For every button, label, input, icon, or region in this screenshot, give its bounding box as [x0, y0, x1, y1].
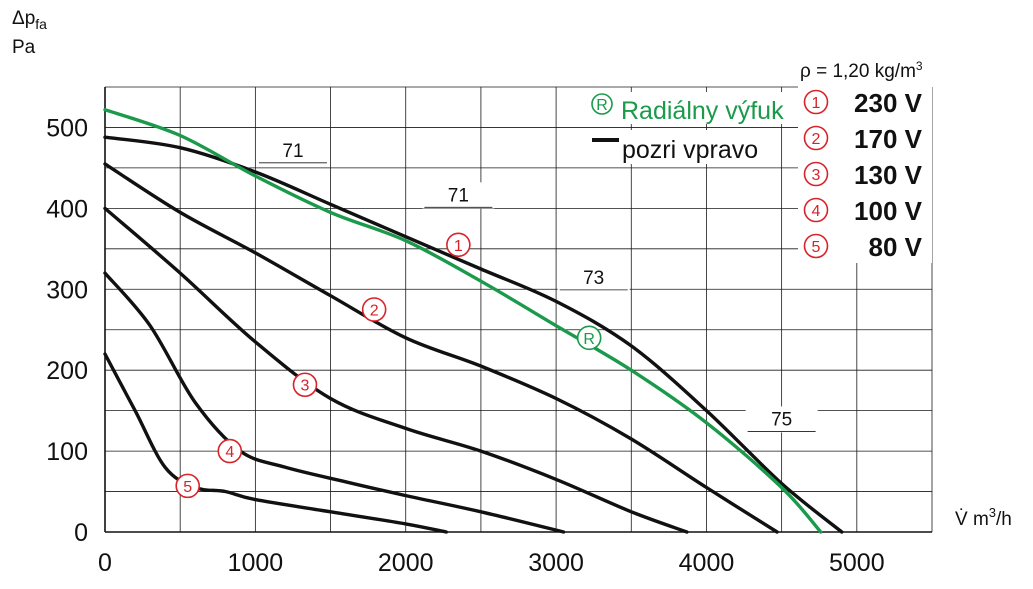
y-tick-label: 0: [74, 519, 88, 547]
legend-marker-label: 1: [812, 95, 821, 112]
legend-marker-label: 3: [812, 167, 821, 184]
legend-marker-label: 5: [812, 239, 821, 256]
voltage-legend: 1 230 V 2 170 V 3 130 V 4 100 V 5 80 V: [798, 85, 932, 263]
curve-1: [103, 135, 844, 534]
y-axis-label-unit: Pa: [12, 37, 36, 58]
legend-green-symbol: R: [596, 97, 608, 114]
legend-green-text: Radiálny výfuk: [621, 97, 784, 125]
curve-marker-4: [217, 438, 243, 464]
curve-marker-2: [361, 297, 387, 322]
legend-label: 230 V: [854, 88, 923, 118]
efficiency-label: 73: [583, 268, 604, 289]
legend-marker-1: [803, 89, 829, 115]
y-tick-label: 200: [46, 357, 88, 385]
x-tick-label: 1000: [228, 549, 284, 577]
curve-marker-3: [292, 372, 318, 398]
legend-marker-3: [803, 161, 829, 187]
density-note-sup: 3: [916, 59, 923, 73]
legend-marker-5: [803, 233, 829, 259]
curve-marker-1: [446, 232, 471, 258]
legend-black-bg: [588, 130, 768, 164]
x-axis-label-main: V̇ m: [955, 509, 989, 530]
curve-R: [103, 108, 823, 534]
legend-label: 100 V: [854, 196, 923, 226]
efficiency-label: 75: [771, 409, 792, 430]
density-note-main: ρ = 1,20 kg/m: [800, 61, 916, 82]
efficiency-label-bg: [422, 182, 495, 209]
efficiency-label: 71: [448, 185, 469, 206]
curve-2: [103, 162, 779, 534]
efficiency-label: 71: [282, 141, 303, 162]
legend-marker-2: [803, 125, 829, 151]
y-axis-label: Δpfa Pa: [12, 8, 47, 58]
efficiency-label-bg: [256, 137, 329, 164]
axis-ticks: 0 1000 2000 3000 4000 5000 0 100 200 300 400 500: [46, 114, 884, 577]
efficiency-label-bg: [745, 406, 818, 433]
curve-marker-label: 1: [454, 238, 463, 255]
legend-label: 80 V: [869, 232, 923, 262]
legend-label: 170 V: [854, 124, 923, 154]
svg-text:Δpfa: Δpfa: [12, 8, 47, 32]
chart-annotations: 71 71 73 75 1 2 3 4 5 R: [175, 137, 818, 499]
curve-marker-label: 2: [370, 303, 379, 320]
x-tick-label: 0: [98, 549, 112, 577]
legend-marker-4: [803, 197, 829, 223]
curve-4: [103, 271, 566, 534]
fan-curves: [103, 108, 844, 534]
efficiency-label-bg: [557, 264, 630, 291]
curve-marker-R: [576, 325, 602, 351]
legend-label: 130 V: [854, 160, 923, 190]
legend-black-text: pozri vpravo: [622, 136, 758, 164]
curve-3: [103, 206, 689, 534]
x-axis-label: V̇ m3/h: [955, 505, 1012, 530]
y-axis-label-main: Δp: [12, 8, 35, 29]
curve-5: [103, 352, 448, 534]
y-tick-label: 400: [46, 195, 88, 223]
x-tick-label: 3000: [528, 549, 584, 577]
legend-black-entry: pozri vpravo: [588, 130, 768, 164]
x-tick-label: 5000: [829, 549, 885, 577]
curve-marker-label: R: [583, 331, 595, 348]
y-tick-label: 500: [46, 114, 88, 142]
y-tick-label: 300: [46, 276, 88, 304]
density-note: ρ = 1,20 kg/m3: [800, 59, 923, 82]
legend-green-symbol-circle: [591, 93, 613, 115]
x-axis-label-sup: 3: [989, 505, 996, 520]
y-tick-label: 100: [46, 438, 88, 466]
legend-green-entry: R Radiálny výfuk: [588, 92, 788, 125]
curve-marker-label: 4: [225, 444, 234, 461]
legend-green-bg: [588, 92, 788, 124]
curve-marker-5: [175, 473, 200, 499]
legend-marker-label: 2: [812, 131, 821, 148]
curve-marker-label: 3: [301, 378, 310, 395]
curve-marker-label: 5: [183, 479, 192, 496]
x-tick-label: 4000: [679, 549, 735, 577]
x-axis-label-tail: /h: [996, 509, 1012, 530]
legend-marker-label: 4: [812, 203, 821, 220]
x-tick-label: 2000: [378, 549, 434, 577]
y-axis-label-sub: fa: [35, 16, 47, 32]
